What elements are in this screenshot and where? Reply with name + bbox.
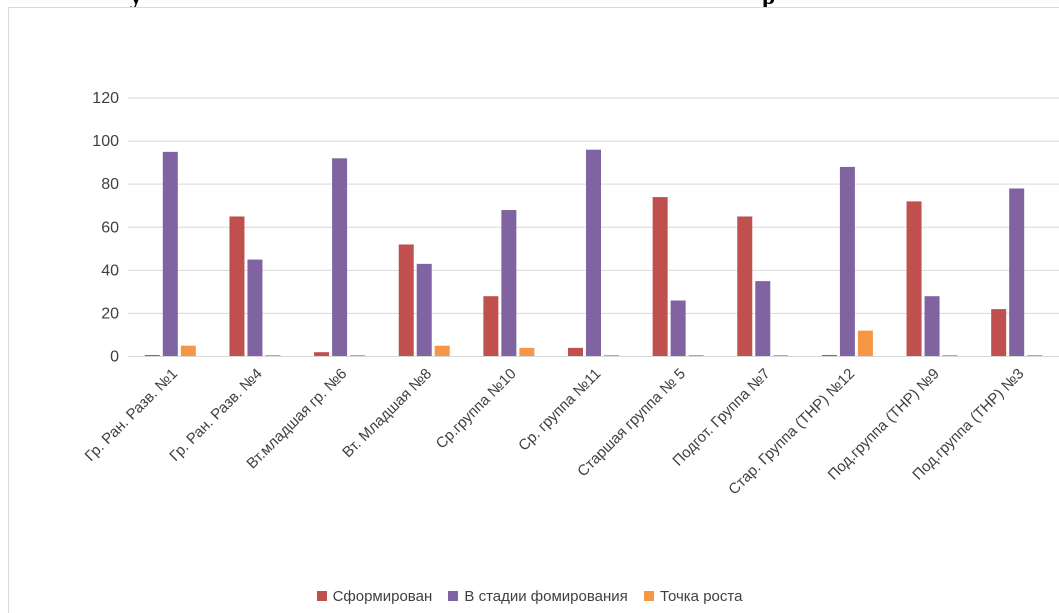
bar-1-10 (1009, 188, 1025, 357)
bar-0-5 (568, 347, 583, 357)
bar-1-7 (755, 281, 771, 357)
chart-title-fragment: ур (130, 0, 775, 11)
bar-1-6 (670, 300, 686, 357)
bar-0-9 (906, 201, 922, 357)
bar-2-2 (350, 355, 366, 357)
chart-area (8, 7, 1059, 613)
y-tick-label: 80 (101, 176, 119, 193)
x-tick-label: Ср.группа №10 (433, 365, 520, 452)
bar-2-10 (1027, 355, 1043, 357)
bar-0-6 (652, 197, 668, 357)
y-tick-label: 120 (92, 90, 119, 107)
y-tick-label: 0 (110, 349, 119, 366)
bar-0-3 (398, 244, 414, 357)
legend-item-forming: В стадии фомирования (448, 588, 628, 605)
bar-2-3 (434, 345, 450, 357)
y-tick-label: 100 (92, 133, 119, 150)
bar-0-7 (737, 216, 753, 357)
bar-0-4 (483, 296, 499, 357)
bar-2-7 (773, 355, 789, 357)
bar-2-4 (519, 347, 535, 357)
bar-2-8 (857, 330, 873, 357)
bar-1-0 (162, 151, 178, 357)
legend-label-formed: Сформирован (332, 588, 433, 605)
bar-0-8 (821, 355, 837, 357)
bar-2-1 (265, 355, 281, 357)
x-tick-label: Гр. Ран. Разв. №1 (82, 365, 182, 465)
bar-1-8 (839, 166, 855, 357)
legend-item-growth: Точка роста (643, 588, 743, 605)
legend-label-growth: Точка роста (659, 588, 743, 605)
legend-item-formed: Сформирован (316, 588, 433, 605)
y-tick-label: 40 (101, 262, 119, 279)
bar-1-5 (586, 149, 601, 357)
y-tick-label: 60 (101, 219, 119, 236)
chart-legend: Сформирован В стадии фомирования Точка р… (0, 588, 1059, 605)
bar-2-5 (604, 355, 619, 357)
bar-1-2 (332, 158, 348, 357)
x-tick-label: Гр. Ран. Разв. №4 (166, 365, 266, 465)
bar-1-9 (924, 296, 940, 357)
bar-2-0 (180, 345, 196, 357)
y-tick-label: 20 (101, 305, 119, 322)
legend-swatch-forming (448, 591, 459, 601)
legend-swatch-formed (316, 591, 327, 601)
legend-label-forming: В стадии фомирования (464, 588, 628, 605)
bar-0-1 (229, 216, 245, 357)
bar-0-0 (144, 355, 160, 357)
bar-2-6 (688, 355, 704, 357)
bar-0-2 (314, 352, 330, 357)
bar-1-3 (416, 263, 432, 357)
bar-1-1 (247, 259, 263, 357)
bar-0-10 (991, 309, 1007, 357)
bar-1-4 (501, 210, 517, 357)
legend-swatch-growth (643, 591, 654, 601)
bar-2-9 (942, 355, 958, 357)
x-tick-label: Ср. группа №11 (515, 365, 604, 454)
x-tick-label: Вт. Младшая №8 (339, 365, 435, 461)
